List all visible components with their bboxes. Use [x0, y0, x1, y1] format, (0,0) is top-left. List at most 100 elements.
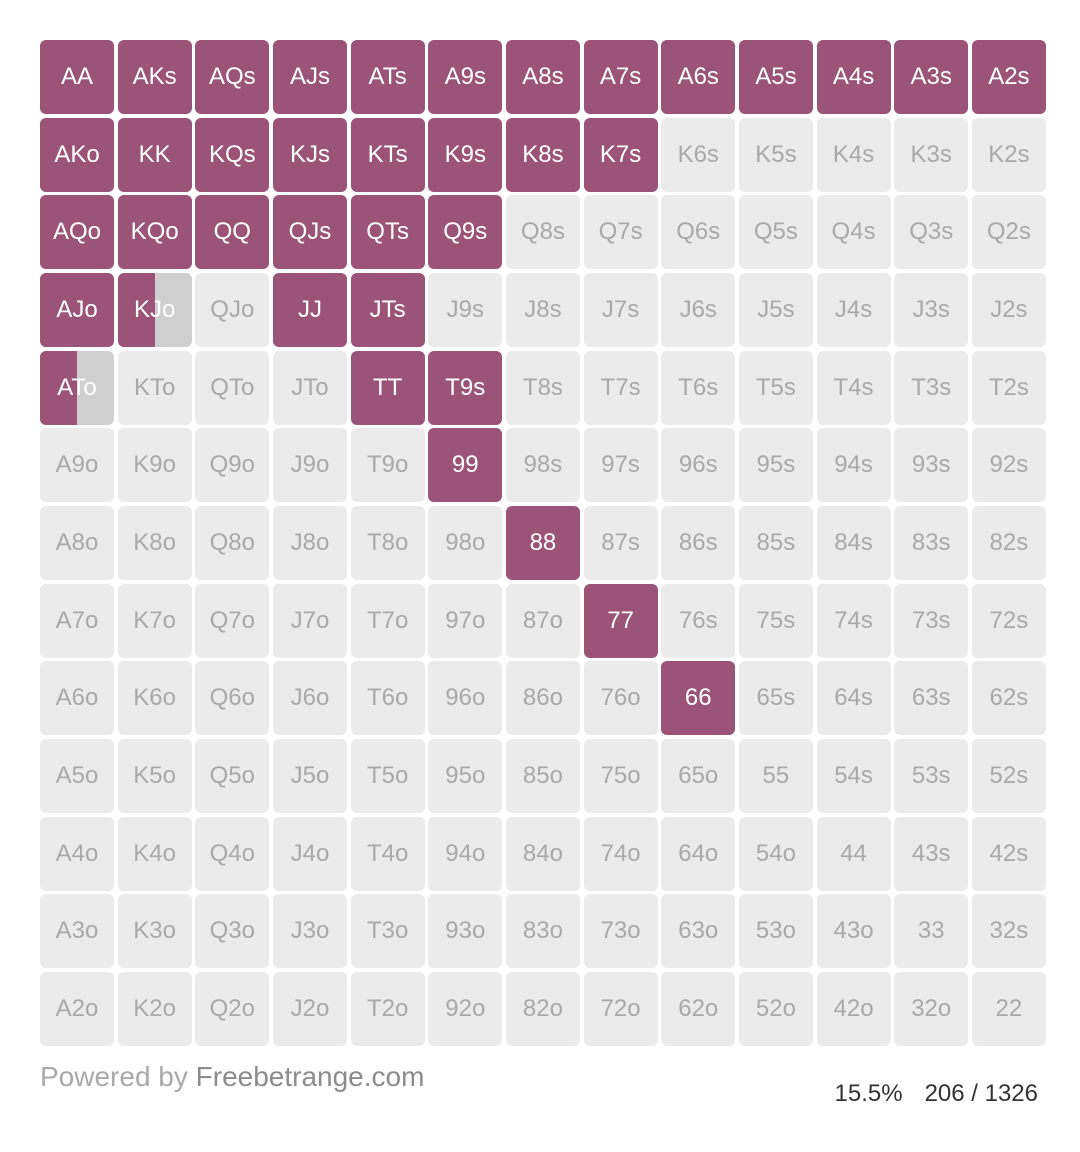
hand-cell[interactable]: T4s — [816, 350, 891, 425]
hand-cell[interactable]: 74s — [816, 583, 891, 658]
hand-cell[interactable]: T7o — [350, 583, 425, 658]
hand-cell[interactable]: 98o — [428, 505, 503, 580]
hand-cell[interactable]: T5s — [738, 350, 813, 425]
hand-cell[interactable]: 83s — [894, 505, 969, 580]
hand-cell[interactable]: 73o — [583, 894, 658, 969]
hand-cell[interactable]: A5o — [40, 738, 114, 813]
hand-cell[interactable]: 54s — [816, 738, 891, 813]
hand-cell[interactable]: K3o — [117, 894, 192, 969]
hand-cell[interactable]: Q6o — [195, 661, 270, 736]
hand-cell[interactable]: A6o — [40, 661, 114, 736]
hand-cell[interactable]: 97o — [428, 583, 503, 658]
hand-cell[interactable]: 76o — [583, 661, 658, 736]
hand-cell[interactable]: J7o — [272, 583, 347, 658]
hand-cell[interactable]: J3s — [894, 272, 969, 347]
hand-cell[interactable]: 32o — [894, 971, 969, 1046]
hand-cell[interactable]: K2o — [117, 971, 192, 1046]
hand-cell[interactable]: 96s — [661, 428, 736, 503]
hand-cell[interactable]: J6o — [272, 661, 347, 736]
hand-cell[interactable]: K4s — [816, 117, 891, 192]
hand-cell[interactable]: 86s — [661, 505, 736, 580]
hand-cell[interactable]: K2s — [971, 117, 1046, 192]
hand-cell[interactable]: Q5s — [738, 195, 813, 270]
hand-cell[interactable]: J4s — [816, 272, 891, 347]
hand-cell[interactable]: T8o — [350, 505, 425, 580]
hand-cell[interactable]: 82s — [971, 505, 1046, 580]
hand-cell[interactable]: Q2o — [195, 971, 270, 1046]
hand-cell[interactable]: 93s — [894, 428, 969, 503]
hand-cell[interactable]: 64s — [816, 661, 891, 736]
hand-cell[interactable]: 65s — [738, 661, 813, 736]
hand-cell[interactable]: KK — [117, 117, 192, 192]
hand-cell[interactable]: 76s — [661, 583, 736, 658]
hand-cell[interactable]: A9o — [40, 428, 114, 503]
hand-cell[interactable]: KTs — [350, 117, 425, 192]
hand-cell[interactable]: Q8o — [195, 505, 270, 580]
hand-cell[interactable]: QQ — [195, 195, 270, 270]
hand-cell[interactable]: 86o — [505, 661, 580, 736]
hand-cell[interactable]: Q3o — [195, 894, 270, 969]
hand-cell[interactable]: 73s — [894, 583, 969, 658]
hand-cell[interactable]: 96o — [428, 661, 503, 736]
hand-cell[interactable]: QTs — [350, 195, 425, 270]
hand-cell[interactable]: KTo — [117, 350, 192, 425]
hand-cell[interactable]: J2o — [272, 971, 347, 1046]
hand-cell[interactable]: T5o — [350, 738, 425, 813]
hand-cell[interactable]: T7s — [583, 350, 658, 425]
hand-cell[interactable]: 92s — [971, 428, 1046, 503]
hand-cell[interactable]: 92o — [428, 971, 503, 1046]
hand-cell[interactable]: 85o — [505, 738, 580, 813]
hand-cell[interactable]: AA — [40, 40, 114, 114]
hand-cell[interactable]: A8o — [40, 505, 114, 580]
hand-cell[interactable]: 63s — [894, 661, 969, 736]
hand-cell[interactable]: Q5o — [195, 738, 270, 813]
hand-cell[interactable]: T2o — [350, 971, 425, 1046]
hand-cell[interactable]: 44 — [816, 816, 891, 891]
hand-cell[interactable]: K6s — [661, 117, 736, 192]
hand-cell[interactable]: JTs — [350, 272, 425, 347]
hand-cell[interactable]: 84o — [505, 816, 580, 891]
hand-cell[interactable]: AQo — [40, 195, 114, 270]
hand-cell[interactable]: JTo — [272, 350, 347, 425]
hand-cell[interactable]: KJo — [117, 272, 192, 347]
hand-cell[interactable]: AJs — [272, 40, 347, 114]
hand-cell[interactable]: T4o — [350, 816, 425, 891]
hand-cell[interactable]: K9s — [428, 117, 503, 192]
hand-cell[interactable]: ATo — [40, 350, 114, 425]
hand-cell[interactable]: T3o — [350, 894, 425, 969]
hand-cell[interactable]: AKs — [117, 40, 192, 114]
hand-cell[interactable]: K7s — [583, 117, 658, 192]
hand-cell[interactable]: 63o — [661, 894, 736, 969]
hand-cell[interactable]: A8s — [505, 40, 580, 114]
hand-cell[interactable]: JJ — [272, 272, 347, 347]
hand-cell[interactable]: 99 — [428, 428, 503, 503]
hand-cell[interactable]: 77 — [583, 583, 658, 658]
hand-cell[interactable]: 62o — [661, 971, 736, 1046]
hand-cell[interactable]: KQs — [195, 117, 270, 192]
hand-cell[interactable]: QTo — [195, 350, 270, 425]
hand-cell[interactable]: A7o — [40, 583, 114, 658]
brand-link[interactable]: Freebetrange.com — [195, 1061, 425, 1092]
hand-cell[interactable]: 95o — [428, 738, 503, 813]
hand-cell[interactable]: 32s — [971, 894, 1046, 969]
hand-cell[interactable]: 94s — [816, 428, 891, 503]
hand-cell[interactable]: A2o — [40, 971, 114, 1046]
hand-cell[interactable]: 64o — [661, 816, 736, 891]
hand-cell[interactable]: 88 — [505, 505, 580, 580]
hand-cell[interactable]: J8s — [505, 272, 580, 347]
hand-cell[interactable]: J3o — [272, 894, 347, 969]
hand-cell[interactable]: Q4o — [195, 816, 270, 891]
hand-cell[interactable]: 75o — [583, 738, 658, 813]
hand-cell[interactable]: 53o — [738, 894, 813, 969]
hand-cell[interactable]: 54o — [738, 816, 813, 891]
hand-cell[interactable]: K5o — [117, 738, 192, 813]
hand-cell[interactable]: J7s — [583, 272, 658, 347]
hand-cell[interactable]: A3o — [40, 894, 114, 969]
hand-cell[interactable]: J9s — [428, 272, 503, 347]
hand-cell[interactable]: 82o — [505, 971, 580, 1046]
hand-cell[interactable]: Q4s — [816, 195, 891, 270]
hand-cell[interactable]: KJs — [272, 117, 347, 192]
hand-cell[interactable]: 85s — [738, 505, 813, 580]
hand-cell[interactable]: J5o — [272, 738, 347, 813]
hand-cell[interactable]: A6s — [661, 40, 736, 114]
